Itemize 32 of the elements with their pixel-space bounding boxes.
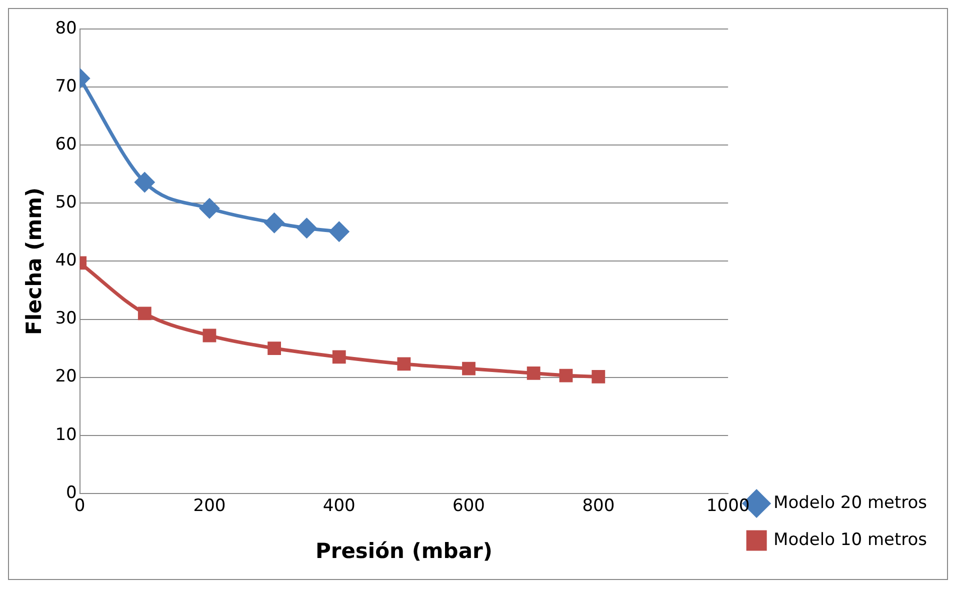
y-axis-title: Flecha (mm) bbox=[22, 187, 46, 336]
point bbox=[526, 366, 540, 380]
point bbox=[462, 362, 476, 376]
x-tick-label: 800 bbox=[582, 496, 615, 516]
point bbox=[296, 218, 316, 238]
y-tick-label: 30 bbox=[55, 308, 77, 329]
legend-label: Modelo 10 metros bbox=[774, 530, 928, 550]
y-tick-label: 10 bbox=[55, 424, 77, 445]
point bbox=[264, 213, 284, 233]
y-tick-label: 60 bbox=[55, 134, 77, 155]
y-tick-label: 50 bbox=[55, 192, 77, 213]
y-tick-label: 70 bbox=[55, 76, 77, 96]
point bbox=[138, 306, 152, 320]
x-tick-label: 600 bbox=[452, 496, 485, 516]
point bbox=[329, 222, 349, 242]
x-tick-label: 400 bbox=[322, 496, 356, 516]
y-tick-label: 80 bbox=[55, 18, 77, 38]
point bbox=[200, 198, 220, 218]
y-tick-label: 0 bbox=[66, 482, 77, 503]
point bbox=[397, 357, 411, 371]
x-tick-label: 200 bbox=[193, 496, 226, 516]
point bbox=[268, 342, 281, 355]
y-tick-label: 40 bbox=[55, 250, 77, 271]
point bbox=[134, 172, 154, 192]
point bbox=[332, 350, 346, 364]
y-tick-label: 20 bbox=[55, 366, 77, 387]
point bbox=[202, 328, 216, 342]
point bbox=[559, 368, 573, 382]
x-axis-title: Presión (mbar) bbox=[315, 538, 492, 563]
x-tick-label: 1000 bbox=[706, 496, 750, 516]
point bbox=[592, 370, 606, 384]
legend-label: Modelo 20 metros bbox=[774, 492, 928, 513]
